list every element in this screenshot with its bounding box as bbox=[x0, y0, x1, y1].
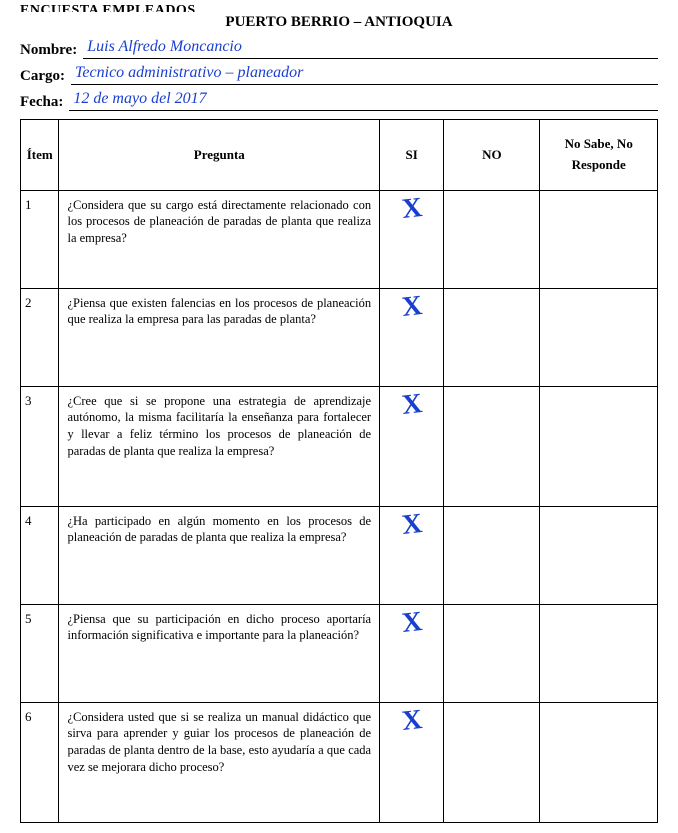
answer-no bbox=[444, 386, 540, 506]
question-text: ¿Considera usted que si se realiza un ma… bbox=[59, 702, 380, 822]
answer-ns bbox=[540, 702, 658, 822]
cargo-value: Tecnico administrativo – planeador bbox=[71, 63, 658, 85]
th-no: NO bbox=[444, 120, 540, 191]
item-number: 5 bbox=[21, 604, 59, 702]
question-text: ¿Cree que si se propone una estrategia d… bbox=[59, 386, 380, 506]
answer-si: X bbox=[380, 506, 444, 604]
check-mark: X bbox=[400, 194, 423, 224]
title-cutoff: ENCUESTA EMPLEADOS bbox=[20, 2, 658, 12]
question-text: ¿Piensa que existen falencias en los pro… bbox=[59, 288, 380, 386]
answer-ns bbox=[540, 288, 658, 386]
item-number: 3 bbox=[21, 386, 59, 506]
answer-ns bbox=[540, 190, 658, 288]
answer-ns bbox=[540, 386, 658, 506]
answer-ns bbox=[540, 604, 658, 702]
table-row: 2¿Piensa que existen falencias en los pr… bbox=[21, 288, 658, 386]
answer-si: X bbox=[380, 702, 444, 822]
cargo-label: Cargo: bbox=[20, 68, 65, 85]
table-row: 3¿Cree que si se propone una estrategia … bbox=[21, 386, 658, 506]
field-fecha: Fecha: 12 de mayo del 2017 bbox=[20, 89, 658, 111]
check-mark: X bbox=[400, 292, 423, 322]
th-item: Ítem bbox=[21, 120, 59, 191]
table-row: 4¿Ha participado en algún momento en los… bbox=[21, 506, 658, 604]
nombre-label: Nombre: bbox=[20, 42, 77, 59]
check-mark: X bbox=[400, 608, 423, 638]
answer-no bbox=[444, 604, 540, 702]
answer-si: X bbox=[380, 288, 444, 386]
field-nombre: Nombre: Luis Alfredo Moncancio bbox=[20, 37, 658, 59]
question-text: ¿Considera que su cargo está directament… bbox=[59, 190, 380, 288]
item-number: 6 bbox=[21, 702, 59, 822]
answer-si: X bbox=[380, 604, 444, 702]
check-mark: X bbox=[400, 706, 423, 736]
item-number: 1 bbox=[21, 190, 59, 288]
table-header-row: Ítem Pregunta SI NO No Sabe, NoResponde bbox=[21, 120, 658, 191]
question-text: ¿Ha participado en algún momento en los … bbox=[59, 506, 380, 604]
answer-si: X bbox=[380, 386, 444, 506]
item-number: 4 bbox=[21, 506, 59, 604]
survey-table: Ítem Pregunta SI NO No Sabe, NoResponde … bbox=[20, 119, 658, 823]
answer-no bbox=[444, 288, 540, 386]
answer-no bbox=[444, 506, 540, 604]
answer-ns bbox=[540, 506, 658, 604]
th-si: SI bbox=[380, 120, 444, 191]
nombre-value: Luis Alfredo Moncancio bbox=[83, 37, 658, 59]
th-ns: No Sabe, NoResponde bbox=[540, 120, 658, 191]
check-mark: X bbox=[400, 390, 423, 420]
table-row: 1¿Considera que su cargo está directamen… bbox=[21, 190, 658, 288]
fecha-value: 12 de mayo del 2017 bbox=[69, 89, 658, 111]
subtitle: PUERTO BERRIO – ANTIOQUIA bbox=[20, 14, 658, 31]
fecha-label: Fecha: bbox=[20, 94, 63, 111]
answer-no bbox=[444, 190, 540, 288]
answer-si: X bbox=[380, 190, 444, 288]
table-row: 5¿Piensa que su participación en dicho p… bbox=[21, 604, 658, 702]
field-cargo: Cargo: Tecnico administrativo – planeado… bbox=[20, 63, 658, 85]
table-row: 6¿Considera usted que si se realiza un m… bbox=[21, 702, 658, 822]
th-pregunta: Pregunta bbox=[59, 120, 380, 191]
item-number: 2 bbox=[21, 288, 59, 386]
answer-no bbox=[444, 702, 540, 822]
question-text: ¿Piensa que su participación en dicho pr… bbox=[59, 604, 380, 702]
check-mark: X bbox=[400, 510, 423, 540]
